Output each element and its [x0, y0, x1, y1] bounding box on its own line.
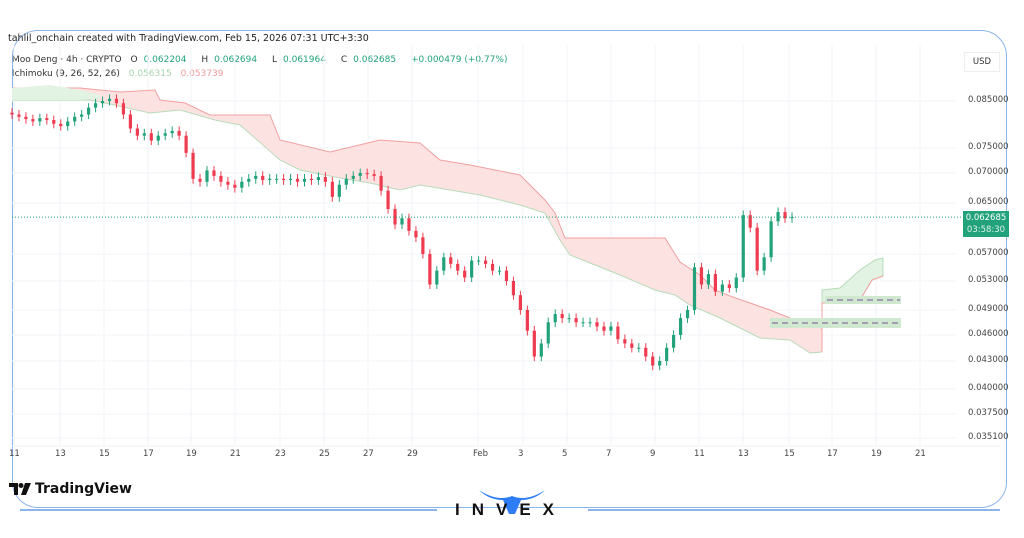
bar-countdown: 03:58:30 [966, 225, 1006, 235]
time-tick-label: 11 [9, 449, 20, 459]
time-tick-label: 25 [319, 449, 330, 459]
price-tick-label: 0.053000 [968, 275, 1009, 285]
time-tick-label: 21 [230, 449, 241, 459]
last-price-tag: 0.062685 03:58:30 [963, 211, 1009, 237]
time-tick-label: 5 [562, 449, 568, 459]
price-tick-label: 0.065000 [968, 197, 1009, 207]
indicator-legend-row: Ichimoku (9, 26, 52, 26) 0.056315 0.0537… [12, 67, 513, 81]
time-tick-label: 29 [407, 449, 418, 459]
invex-logo: INVEX [455, 500, 567, 519]
time-tick-label: 15 [784, 449, 795, 459]
indicator-name[interactable]: Ichimoku (9, 26, 52, 26) [12, 69, 120, 79]
time-tick-label: 9 [650, 449, 656, 459]
low-value: L 0.061964 [272, 55, 326, 65]
open-value: O 0.062204 [130, 55, 187, 65]
price-tick-label: 0.035100 [968, 432, 1009, 442]
price-tick-label: 0.075000 [968, 142, 1009, 152]
time-tick-label: 15 [99, 449, 110, 459]
tradingview-logo[interactable]: TradingView [9, 481, 132, 497]
bull-horns-icon [479, 490, 545, 514]
price-tick-label: 0.049000 [968, 304, 1009, 314]
price-tick-label: 0.070000 [968, 167, 1009, 177]
indicator-value-2: 0.053739 [180, 69, 224, 79]
time-tick-label: 19 [871, 449, 882, 459]
time-tick-label: 19 [186, 449, 197, 459]
price-tick-label: 0.040000 [968, 383, 1009, 393]
tradingview-label: TradingView [35, 481, 132, 497]
attribution-text: tahlil_onchain created with TradingView.… [8, 33, 369, 44]
divider-left [20, 509, 437, 511]
indicator-value-1: 0.056315 [128, 69, 172, 79]
time-tick-label: Feb [473, 449, 489, 459]
chart-legend: Moo Deng · 4h · CRYPTO O 0.062204 H 0.0626… [12, 53, 513, 81]
time-tick-label: 13 [55, 449, 66, 459]
symbol-name[interactable]: Moo Deng · 4h · CRYPTO [12, 55, 122, 65]
price-tick-label: 0.085000 [968, 95, 1009, 105]
high-value: H 0.062694 [201, 55, 258, 65]
price-tick-label: 0.057000 [968, 248, 1009, 258]
divider-right [588, 509, 1000, 511]
time-tick-label: 27 [363, 449, 374, 459]
time-tick-label: 13 [738, 449, 749, 459]
time-tick-label: 3 [518, 449, 524, 459]
change-value: +0.000479 (+0.77%) [410, 55, 508, 65]
price-tick-label: 0.037500 [968, 408, 1009, 418]
last-price: 0.062685 [965, 213, 1007, 223]
time-tick-label: 17 [143, 449, 154, 459]
currency-button[interactable]: USD [964, 52, 1000, 72]
time-tick-label: 23 [275, 449, 286, 459]
close-value: C 0.062685 [340, 55, 397, 65]
price-tick-label: 0.046000 [968, 329, 1009, 339]
time-tick-label: 17 [827, 449, 838, 459]
time-tick-label: 11 [694, 449, 705, 459]
price-tick-label: 0.043000 [968, 355, 1009, 365]
symbol-legend-row: Moo Deng · 4h · CRYPTO O 0.062204 H 0.0626… [12, 53, 513, 67]
time-tick-label: 21 [915, 449, 926, 459]
tradingview-icon [9, 483, 31, 495]
time-tick-label: 7 [606, 449, 612, 459]
